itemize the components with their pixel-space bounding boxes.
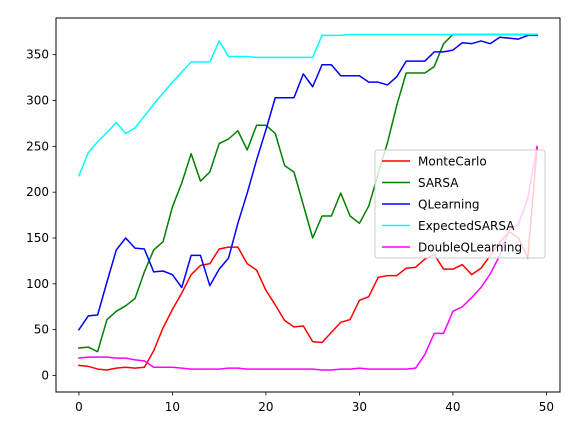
y-tick-label: 100 [26, 277, 49, 291]
y-tick-label: 50 [34, 323, 49, 337]
series-layer [77, 33, 538, 371]
legend-label-expectedsarsa: ExpectedSARSA [418, 219, 515, 233]
legend-label-sarsa: SARSA [418, 176, 459, 190]
legend: MonteCarlo SARSA QLearning ExpectedSARSA Dou… [374, 149, 546, 259]
legend-label-montecarlo: MonteCarlo [418, 155, 487, 169]
series-line-montecarlo [78, 147, 538, 371]
x-tick-label: 10 [165, 400, 180, 414]
y-tick-label: 0 [41, 369, 49, 383]
x-tick-label: 30 [352, 400, 367, 414]
legend-box [374, 149, 546, 259]
legend-label-qlearning: QLearning [418, 198, 480, 212]
y-tick-label: 250 [26, 139, 49, 153]
series-line-doubleqlearning [78, 145, 538, 371]
series-line-qlearning [77, 34, 538, 331]
legend-label-doubleqlearning: DoubleQLearning [418, 241, 522, 255]
y-tick-label: 200 [26, 185, 49, 199]
y-tick-label: 150 [26, 231, 49, 245]
y-tick-label: 300 [26, 94, 49, 108]
x-tick-label: 0 [75, 400, 83, 414]
y-axis: 0 50 100 150 200 250 300 350 [26, 48, 56, 383]
plot-frame [55, 17, 561, 393]
x-tick-label: 20 [258, 400, 273, 414]
x-tick-label: 40 [445, 400, 460, 414]
series-line-expectedsarsa [77, 33, 538, 177]
x-tick-label: 50 [539, 400, 554, 414]
x-axis: 0 10 20 30 40 50 [75, 392, 554, 414]
y-tick-label: 350 [26, 48, 49, 62]
